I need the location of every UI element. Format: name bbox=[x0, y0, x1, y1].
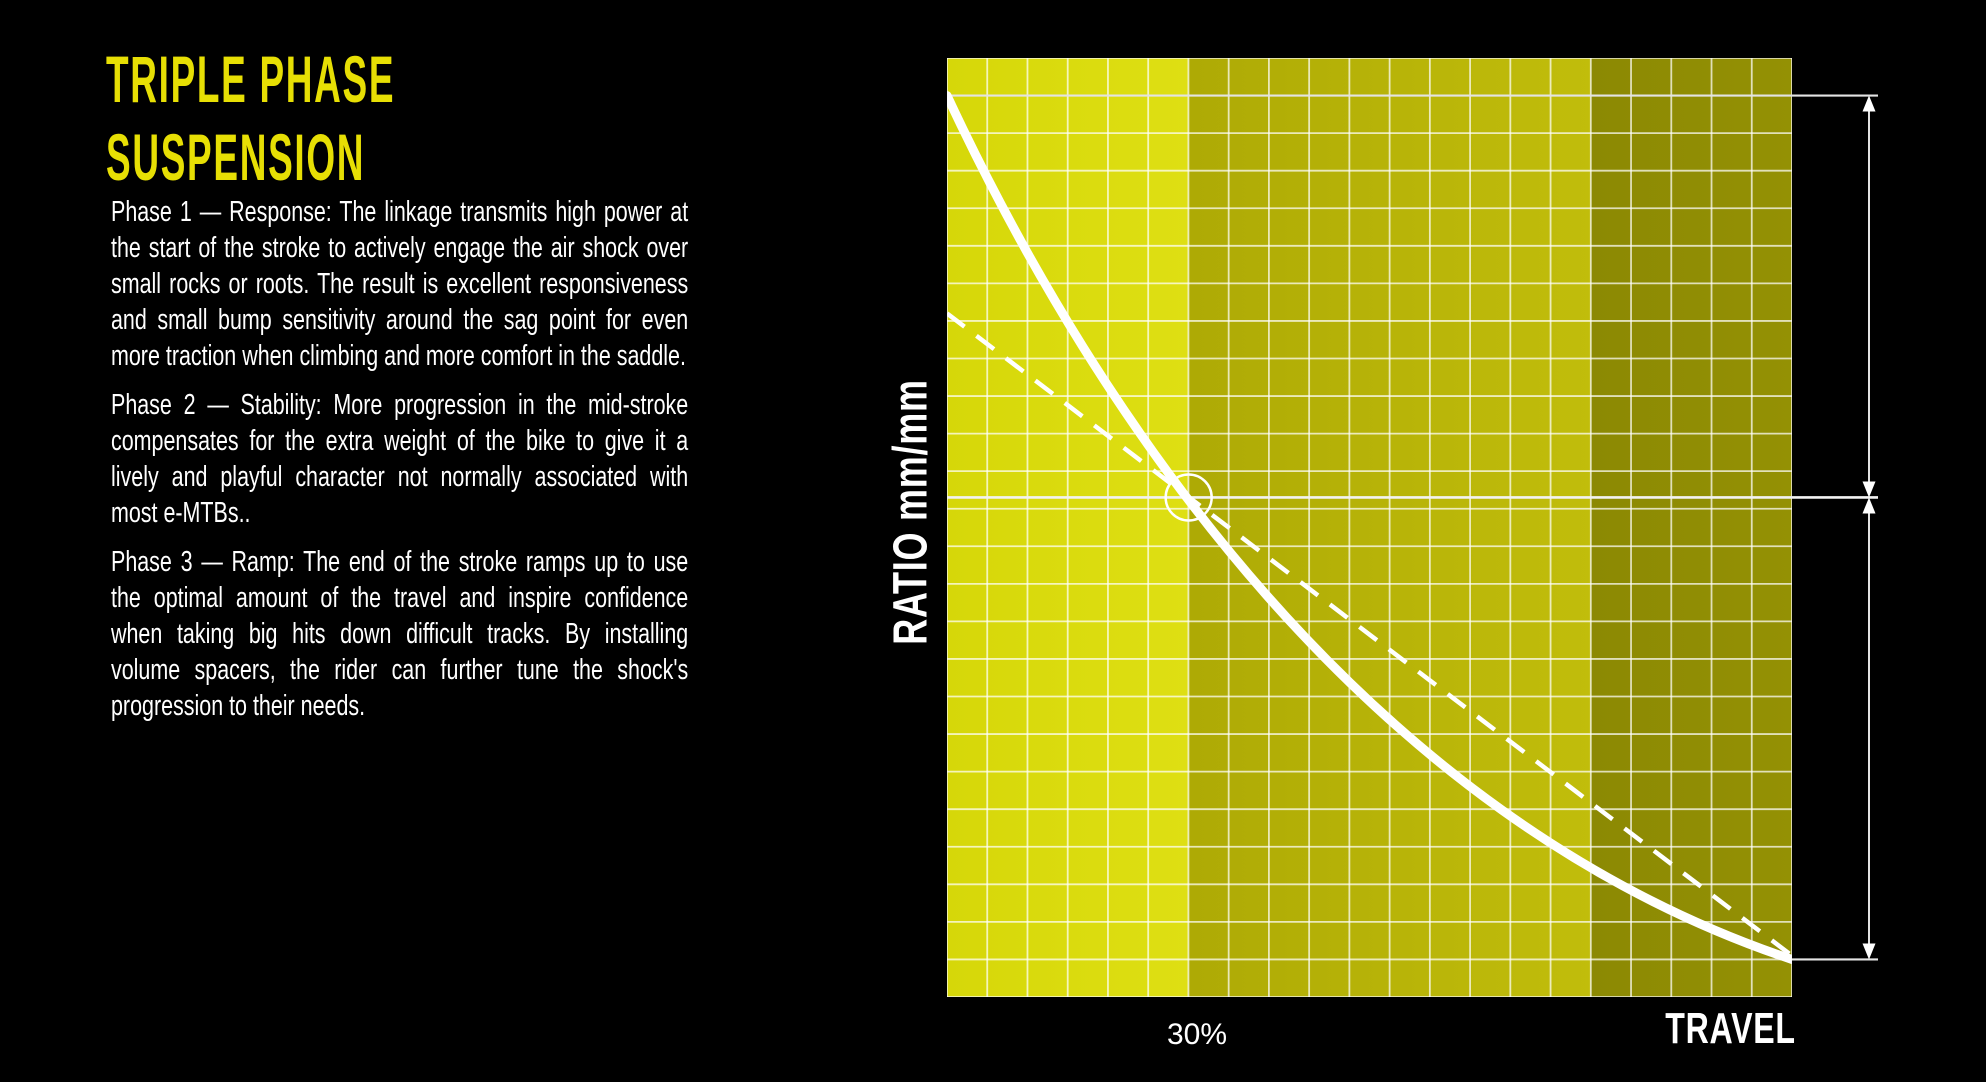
dimension-arrowhead-up-icon bbox=[1862, 497, 1876, 514]
section-title: TRIPLE PHASE SUSPENSION bbox=[106, 40, 395, 196]
leverage-ratio-curve bbox=[947, 91, 1792, 964]
dimension-arrowhead-up-icon bbox=[1862, 95, 1876, 112]
section-title-line-2: SUSPENSION bbox=[106, 120, 366, 194]
section-title-line-1: TRIPLE PHASE bbox=[106, 42, 396, 116]
dimension-arrowhead-down-icon bbox=[1862, 943, 1876, 960]
reference-lines bbox=[947, 94, 1878, 961]
phase-2-paragraph: Phase 2 — Stability: More progression in… bbox=[111, 389, 689, 529]
x-axis-title: TRAVEL bbox=[1665, 1004, 1796, 1053]
phase-3-paragraph: Phase 3 — Ramp: The end of the stroke ra… bbox=[111, 546, 689, 722]
sag-point-circle-marker bbox=[1164, 473, 1213, 522]
description-text-block: Phase 1 — Response: The linkage transmit… bbox=[111, 194, 688, 737]
dimension-arrows bbox=[1862, 95, 1876, 960]
phase-3-ramp-band bbox=[1590, 58, 1792, 997]
dimension-arrowhead-down-icon bbox=[1862, 481, 1876, 498]
phase-1-paragraph: Phase 1 — Response: The linkage transmit… bbox=[111, 196, 689, 372]
ratio-travel-chart bbox=[947, 58, 1878, 997]
y-axis-title: RATIO mm/mm bbox=[884, 379, 938, 645]
x-tick-30-percent: 30% bbox=[1166, 1018, 1228, 1051]
phase-bands bbox=[947, 58, 1792, 997]
linear-reference-dashed-line bbox=[947, 311, 1792, 958]
